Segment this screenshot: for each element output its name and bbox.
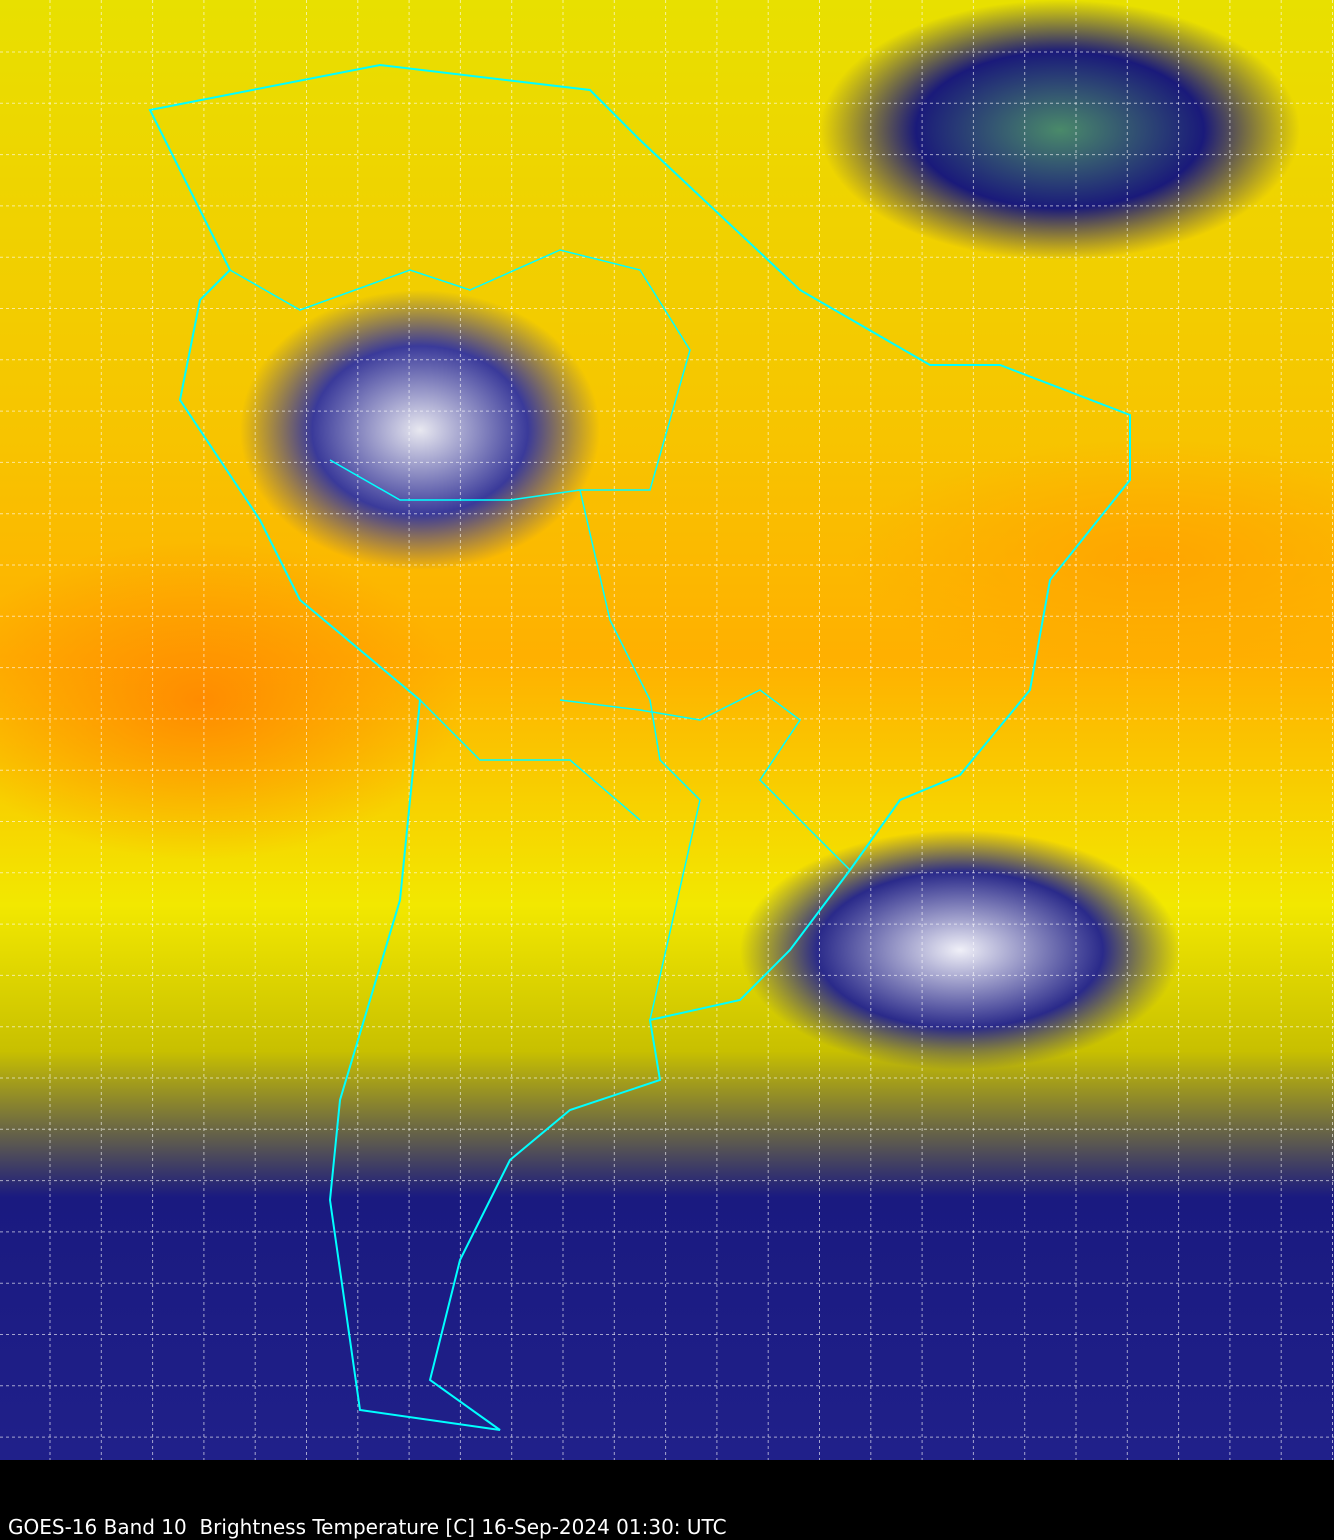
image-caption: GOES-16 Band 10 Brightness Temperature […: [8, 1515, 727, 1539]
country-borders: [229, 249, 851, 1021]
south-america-coastline: [148, 63, 1131, 1431]
lat-lon-grid: [0, 0, 1334, 1460]
brightness-temperature-image: [0, 0, 1334, 1460]
map-overlay: [0, 0, 1334, 1460]
